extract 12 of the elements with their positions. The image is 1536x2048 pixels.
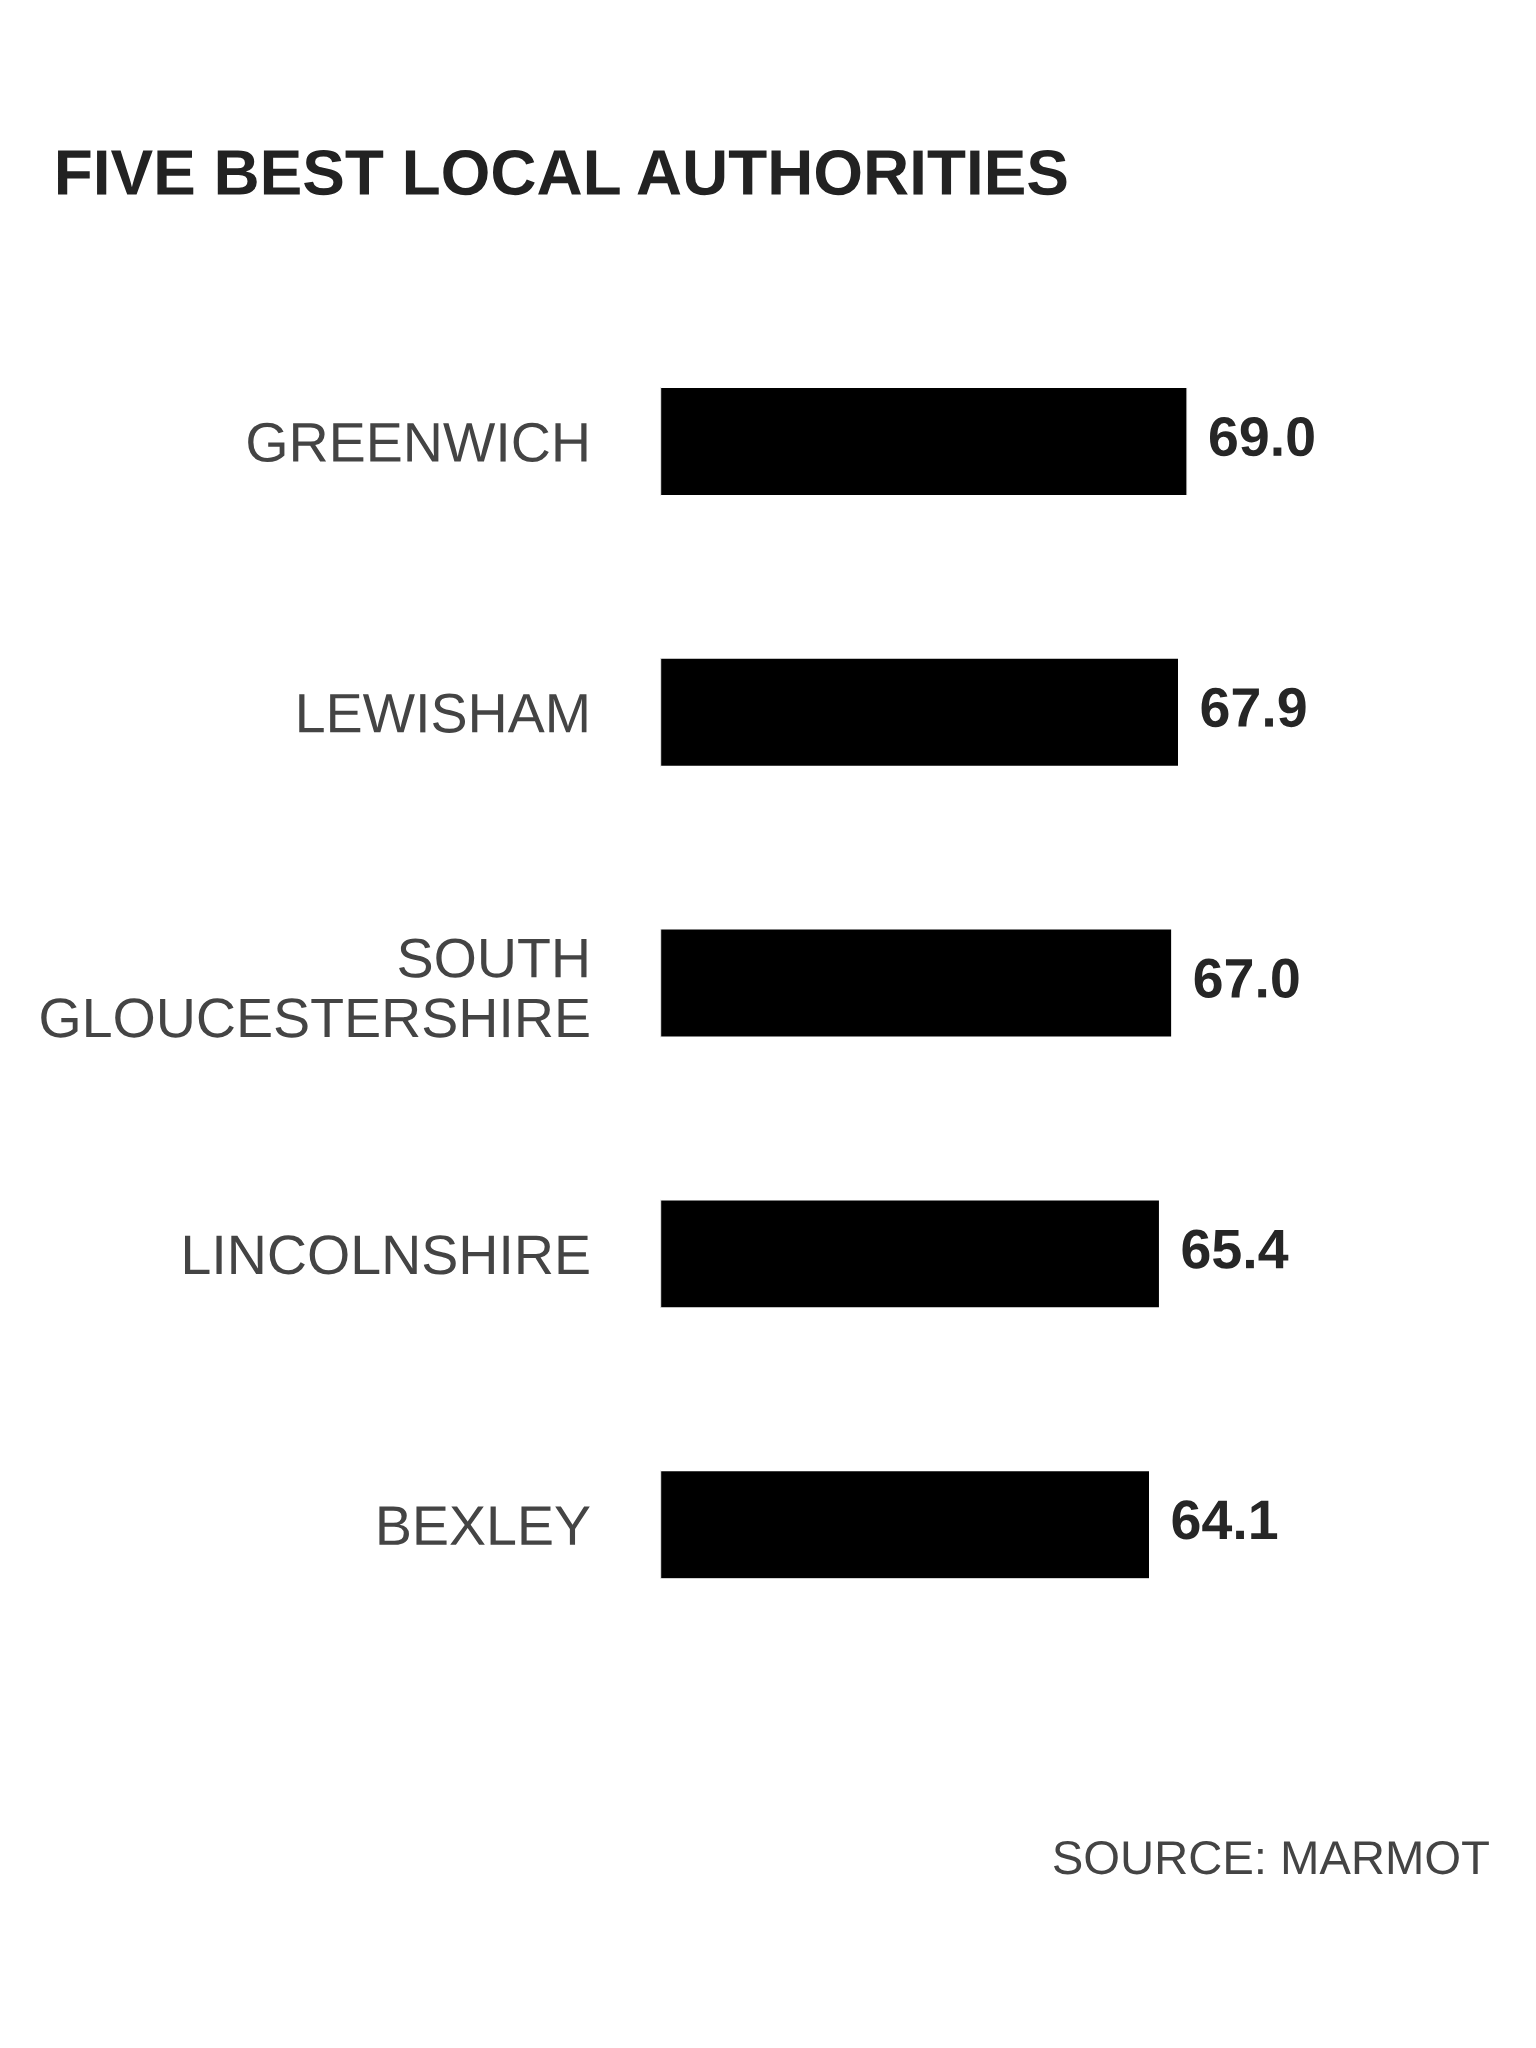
y-tick-label: GREENWICH	[248, 422, 587, 463]
source-note: SOURCE: MARMOT	[1053, 1840, 1489, 1875]
chart-title: FIVE BEST LOCAL AUTHORITIES	[58, 149, 1067, 196]
data-label: 69.0	[1209, 416, 1314, 457]
y-tick-label: LINCOLNSHIRE	[185, 1235, 589, 1275]
y-tick-label: BEXLEY	[379, 1506, 590, 1545]
data-label: 65.4	[1182, 1229, 1289, 1269]
y-tick-label: SOUTH GLOUCESTERSHIRE	[41, 938, 589, 1038]
data-label: 64.1	[1172, 1500, 1278, 1540]
y-tick-label: LEWISHAM	[299, 693, 587, 733]
data-label: 67.0	[1194, 958, 1299, 998]
data-label: 67.9	[1201, 687, 1306, 728]
